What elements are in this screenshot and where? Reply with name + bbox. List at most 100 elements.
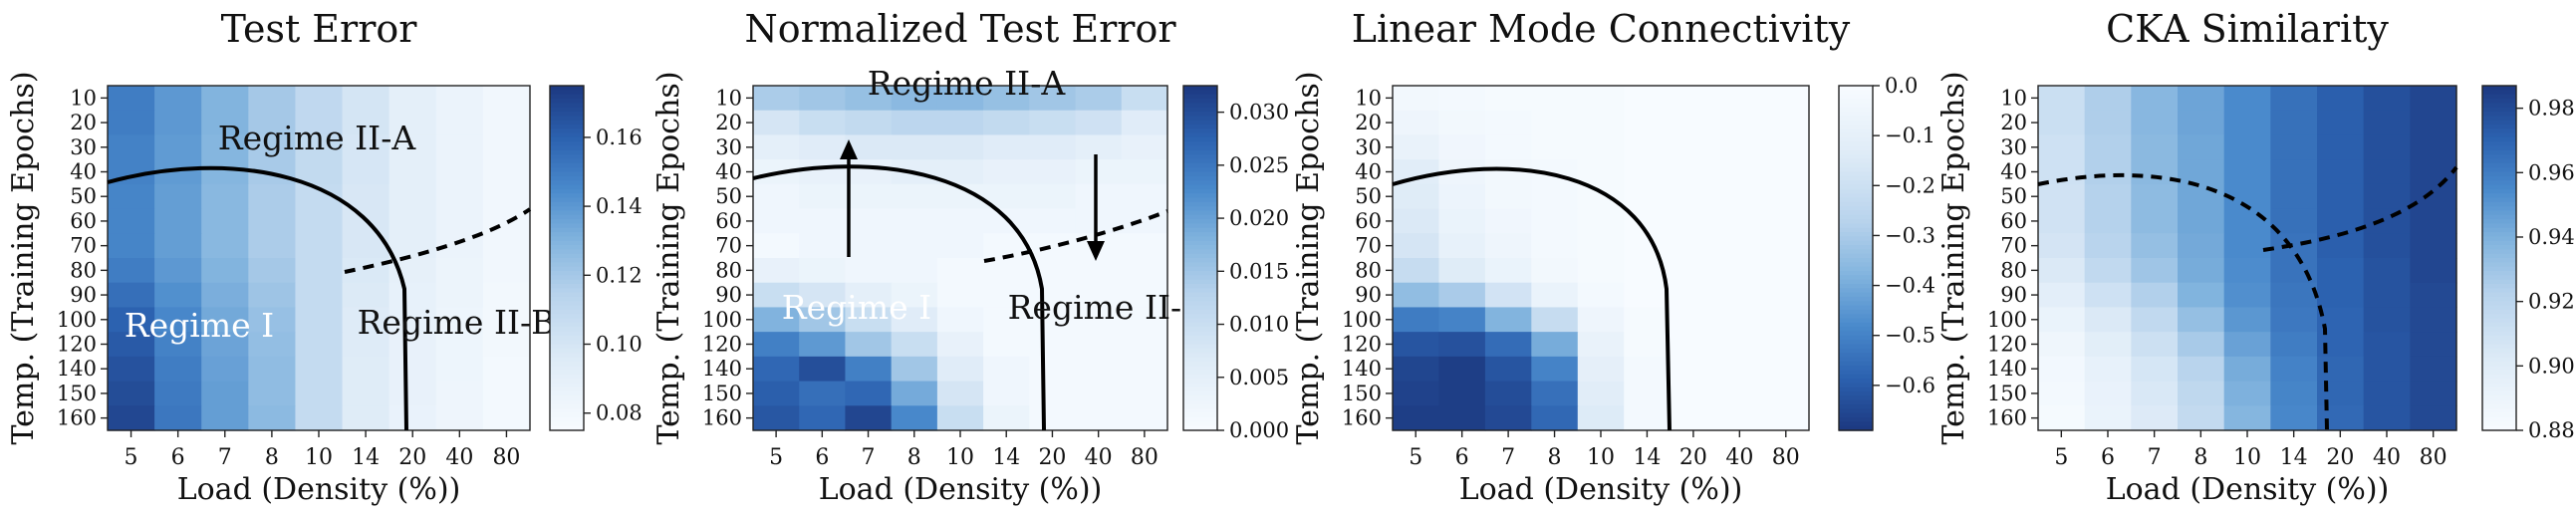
colorbar-segment xyxy=(1839,111,1873,117)
heatmap-cell xyxy=(1716,183,1764,210)
colorbar-tick-label: 0.000 xyxy=(1229,418,1289,442)
heatmap-cell xyxy=(2038,183,2086,210)
colorbar-segment xyxy=(1183,383,1217,388)
colorbar-segment xyxy=(1839,408,1873,414)
heatmap-cell xyxy=(983,208,1030,234)
heatmap-cell xyxy=(1670,381,1717,406)
heatmap-cell xyxy=(753,233,800,259)
heatmap-cell xyxy=(342,110,390,136)
x-tick-label: 14 xyxy=(2280,445,2308,470)
heatmap-cell xyxy=(1716,258,1764,284)
heatmap-cell xyxy=(2038,332,2086,358)
heatmap-cell xyxy=(1121,183,1168,210)
x-tick-label: 80 xyxy=(2420,445,2447,470)
regime-label: Regime II-A xyxy=(868,64,1067,103)
colorbar-segment xyxy=(550,395,584,401)
colorbar-segment xyxy=(2482,245,2516,251)
y-tick-label: 80 xyxy=(2000,258,2027,282)
colorbar-segment xyxy=(1183,193,1217,199)
heatmap-cell xyxy=(1577,208,1625,234)
colorbar-segment xyxy=(2482,262,2516,268)
heatmap-cell xyxy=(248,381,297,406)
heatmap-cell xyxy=(435,110,484,136)
heatmap-cell xyxy=(1393,381,1440,406)
colorbar-segment xyxy=(1839,201,1873,207)
colorbar-segment xyxy=(1839,331,1873,337)
colorbar-segment xyxy=(550,387,584,392)
heatmap-cell xyxy=(2363,208,2411,234)
colorbar-segment xyxy=(2482,408,2516,414)
heatmap-cell xyxy=(1716,332,1764,358)
heatmap-cell xyxy=(154,332,202,358)
colorbar-segment xyxy=(1183,340,1217,346)
y-tick-label: 20 xyxy=(70,111,97,134)
heatmap-cell xyxy=(1121,159,1168,185)
heatmap-cell xyxy=(753,183,800,210)
heatmap-cell xyxy=(2270,233,2318,259)
heatmap-cell xyxy=(891,208,938,234)
heatmap-cell xyxy=(2363,233,2411,259)
heatmap-panel-1: Regime II-A Regime I Regime II-B Test Error… xyxy=(6,7,643,507)
heatmap-cell xyxy=(201,356,249,383)
heatmap-cell xyxy=(753,86,800,112)
heatmap-cell xyxy=(1393,233,1440,259)
heatmap-cell xyxy=(1484,183,1532,210)
heatmap-cell xyxy=(2038,307,2086,333)
heatmap-cell xyxy=(1624,159,1672,185)
colorbar-segment xyxy=(1183,309,1217,315)
heatmap-cell xyxy=(753,208,800,234)
heatmap-cell xyxy=(2317,134,2365,160)
colorbar-segment xyxy=(550,188,584,194)
heatmap-cell xyxy=(201,307,249,333)
heatmap-cell xyxy=(1075,159,1123,185)
heatmap-cell xyxy=(1624,332,1672,358)
heatmap-cell xyxy=(2317,86,2365,112)
colorbar-segment xyxy=(1839,318,1873,324)
colorbar-segment xyxy=(1839,335,1873,341)
heatmap-cell xyxy=(435,307,484,333)
heatmap-cell xyxy=(1029,381,1077,406)
colorbar-segment xyxy=(550,327,584,333)
heatmap-cell xyxy=(435,381,484,406)
heatmap-cell xyxy=(295,258,344,284)
colorbar-segment xyxy=(2482,266,2516,272)
heatmap-cell xyxy=(845,159,893,185)
colorbar-segment xyxy=(550,314,584,320)
y-tick-label: 120 xyxy=(1342,333,1382,357)
colorbar-segment xyxy=(550,270,584,277)
x-tick-label: 80 xyxy=(1772,445,1800,470)
colorbar-segment xyxy=(550,197,584,203)
heatmap-cell xyxy=(435,258,484,284)
heatmap-cell xyxy=(1716,159,1764,185)
heatmap-cell xyxy=(1438,110,1486,136)
heatmap-cell xyxy=(2410,381,2457,406)
colorbar-segment xyxy=(2482,399,2516,405)
colorbar-segment xyxy=(1183,292,1217,298)
colorbar-segment xyxy=(1183,116,1217,122)
colorbar-segment xyxy=(1839,188,1873,194)
colorbar-tick-label: 0.16 xyxy=(596,126,643,149)
colorbar-segment xyxy=(2482,425,2516,431)
heatmap-cell xyxy=(2410,258,2457,284)
heatmap-cell xyxy=(295,282,344,309)
heatmap-cell xyxy=(342,134,390,160)
heatmap-cell xyxy=(2084,233,2132,259)
colorbar: 0.0 −0.1 −0.2 −0.3 −0.4 −0.5 −0.6 xyxy=(1838,74,1935,431)
colorbar-segment xyxy=(1839,171,1873,177)
heatmap-cell xyxy=(2410,307,2457,333)
colorbar-segment xyxy=(550,167,584,173)
colorbar-segment xyxy=(550,180,584,186)
heatmap-cell xyxy=(2131,405,2179,431)
heatmap-cell xyxy=(342,159,390,185)
colorbar-segment xyxy=(2482,90,2516,96)
heatmap-cell xyxy=(2178,332,2225,358)
colorbar: 0.000 0.005 0.010 0.015 0.020 0.025 0.030 xyxy=(1182,85,1289,442)
heatmap-cell xyxy=(845,405,893,431)
colorbar-segment xyxy=(1183,240,1217,246)
colorbar-segment xyxy=(1839,399,1873,405)
colorbar-segment xyxy=(1839,340,1873,346)
colorbar-segment xyxy=(550,374,584,380)
colorbar-segment xyxy=(1839,417,1873,423)
colorbar-segment xyxy=(550,340,584,346)
heatmap-cell xyxy=(2223,233,2271,259)
